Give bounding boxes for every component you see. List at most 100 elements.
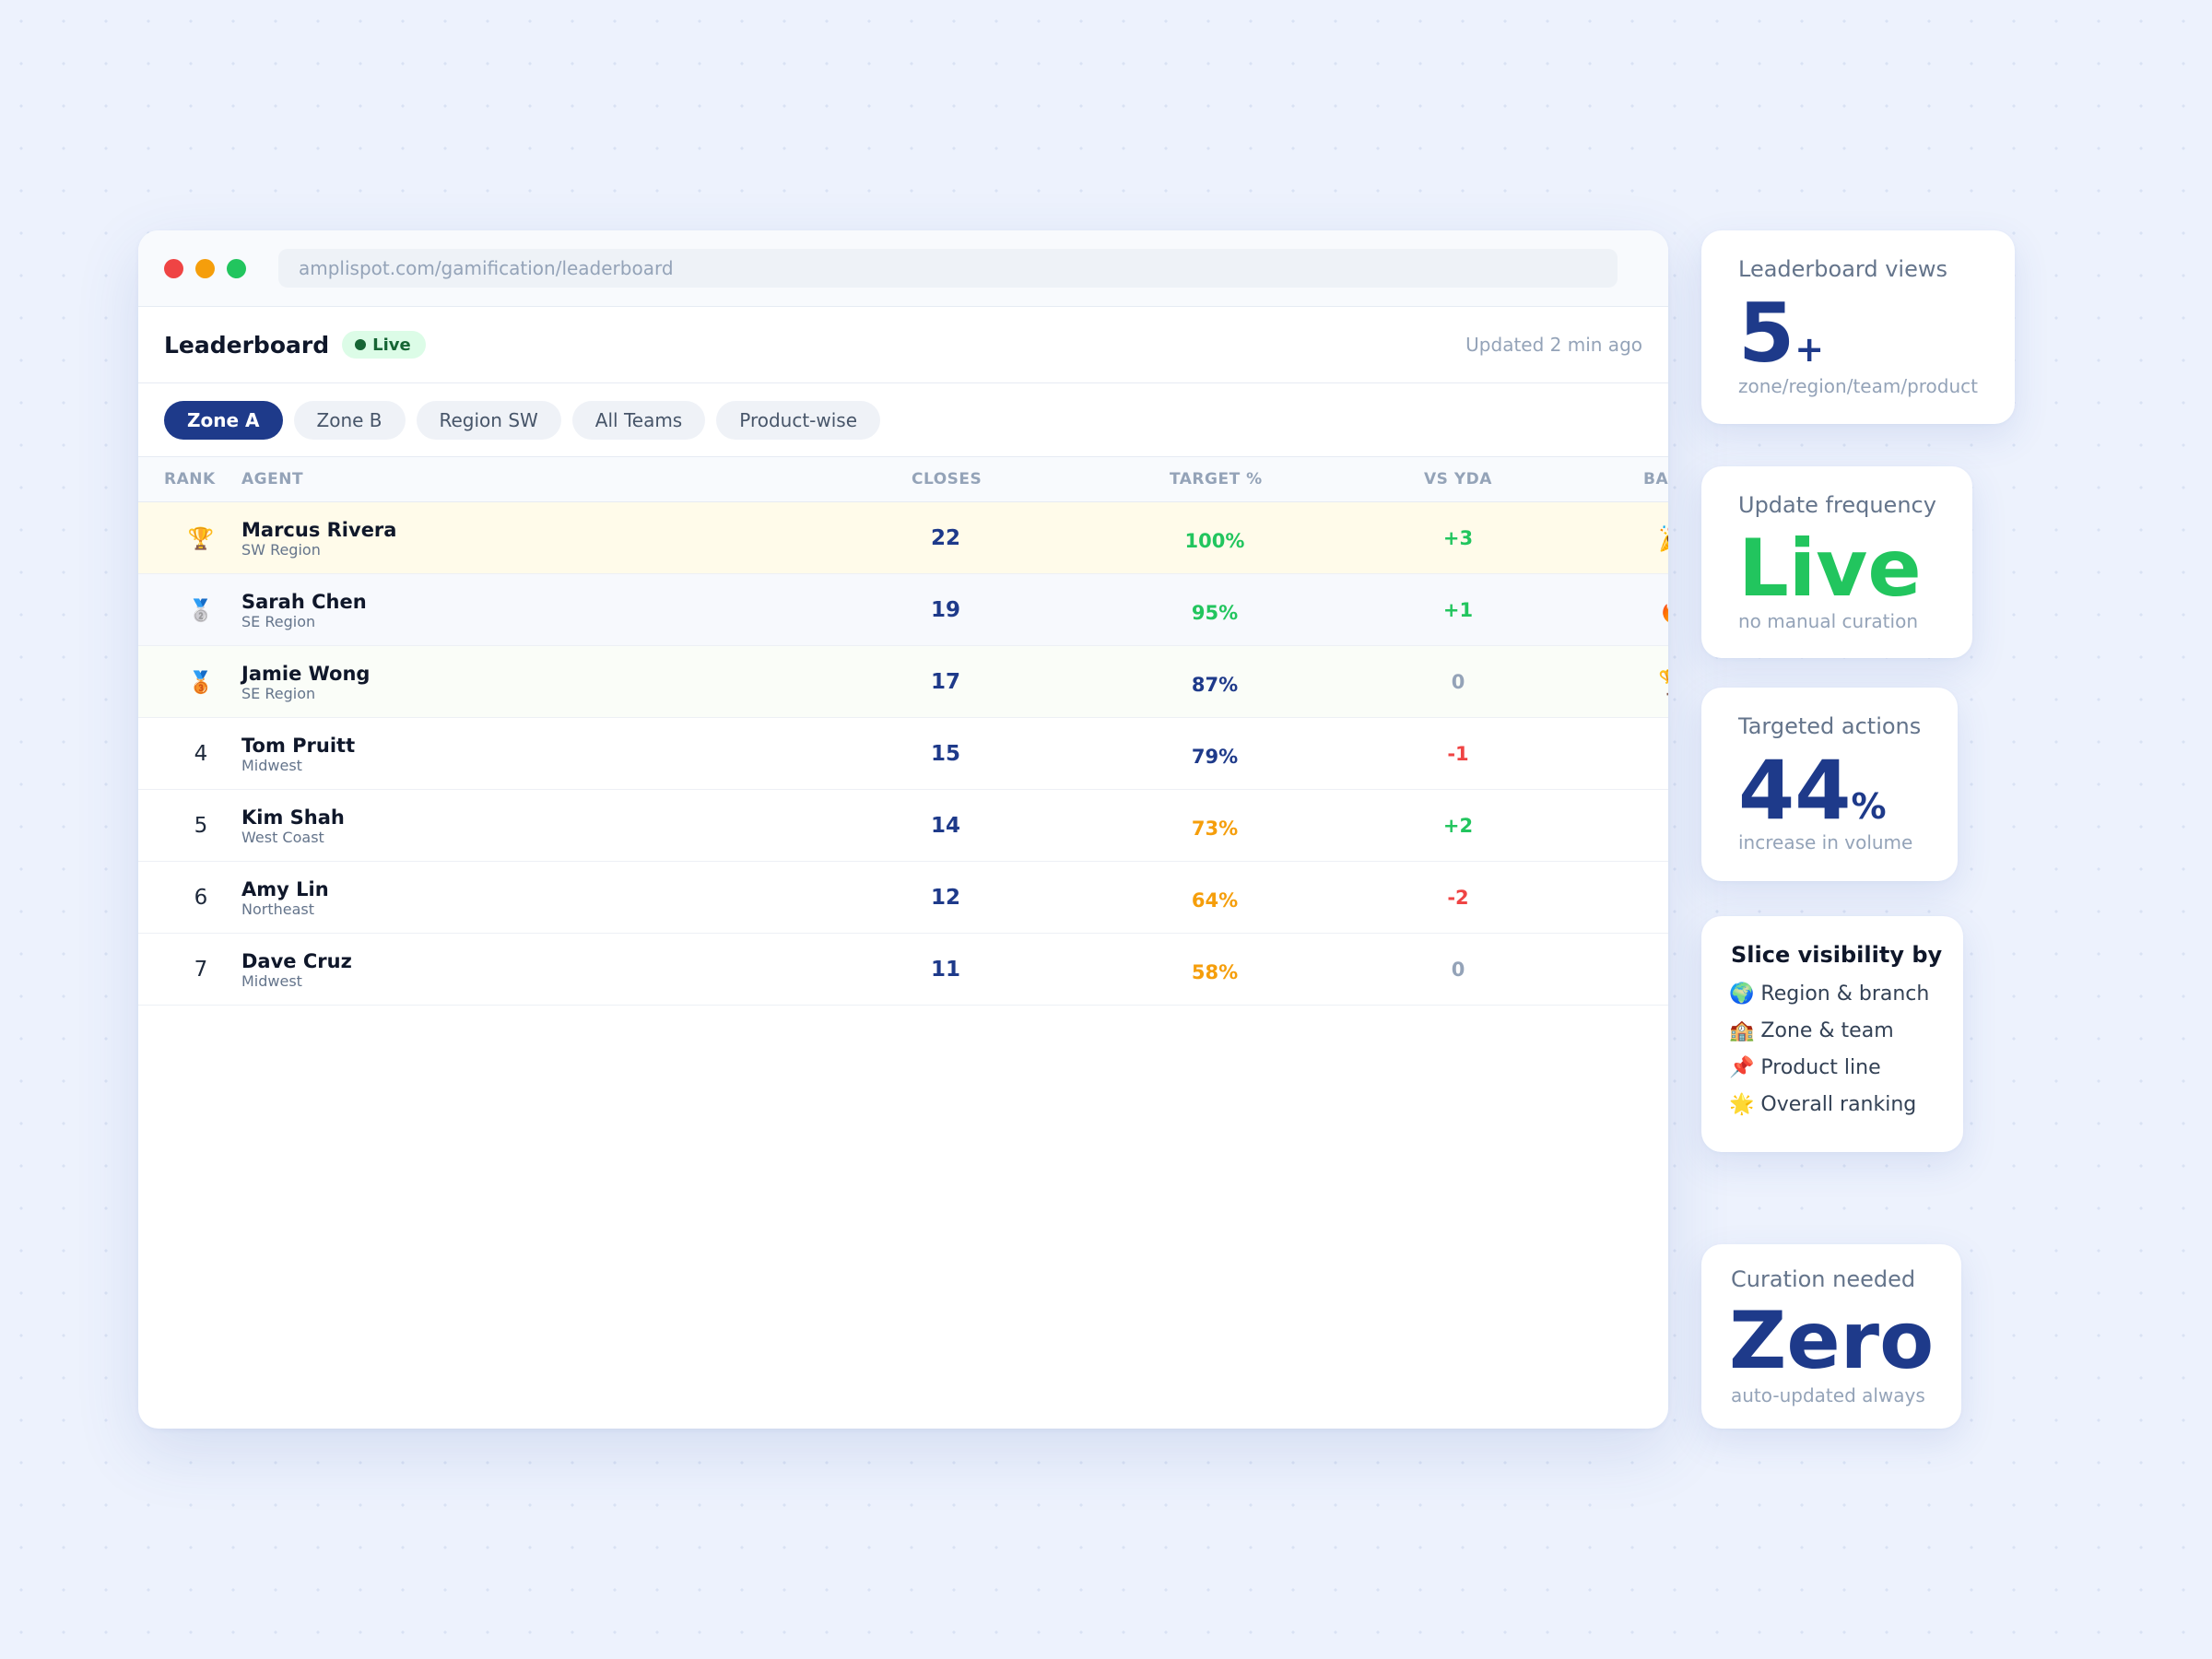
table-row[interactable]: 🥉 Jamie Wong SE Region 17 87% 0 🏆 [138,646,1668,718]
table-row[interactable]: 6 Amy Lin Northeast 12 64% -2 [138,862,1668,934]
vs-yda-value: -1 [1447,743,1469,765]
agent-region: SE Region [241,685,316,702]
column-header-closes[interactable]: CLOSES [912,470,982,488]
trophy-icon: 🏆 [1582,646,1668,718]
rank-number: 7 [194,958,208,982]
browser-chrome: amplispot.com/gamification/leaderboard [138,230,1668,307]
table-header: RANK AGENT CLOSES TARGET % VS YDA BADGE [138,457,1668,502]
column-header-agent[interactable]: AGENT [241,470,304,488]
agent-name: Sarah Chen [241,591,367,613]
rank-number: 6 [194,886,208,910]
updated-timestamp: Updated 2 min ago [1465,334,1642,356]
filter-chip-all-teams[interactable]: All Teams [571,400,706,440]
filter-chip-zone-a[interactable]: Zone A [164,400,283,440]
globe-icon: 🌍 [1729,982,1755,1006]
closes-value: 11 [930,958,960,982]
rank-number: 4 [194,742,208,766]
agent-region: Midwest [241,972,302,990]
table-row[interactable]: 🏆 Marcus Rivera SW Region 22 100% +3 🎉 [138,502,1668,574]
pushpin-icon: 📌 [1729,1056,1755,1079]
leaderboard-header: Leaderboard Live Updated 2 min ago [138,307,1668,383]
agent-region: SW Region [241,541,321,559]
target-value: 58% [1191,961,1239,983]
stat-card-slice-visibility: Slice visibility by 🌍 Region & branch 🏫 … [1701,916,1963,1152]
stat-value: Live [1738,523,1922,615]
agent-cell: Amy Lin Northeast [241,862,329,934]
column-header-rank[interactable]: RANK [164,470,216,488]
trophy-icon: 🏆 [187,526,215,551]
agent-region: Northeast [241,900,315,918]
column-header-vs-yda[interactable]: VS YDA [1424,470,1492,488]
table-row[interactable]: 🥈 Sarah Chen SE Region 19 95% +1 🔥 [138,574,1668,646]
table-row[interactable]: 5 Kim Shah West Coast 14 73% +2 [138,790,1668,862]
stat-sub: zone/region/team/product [1738,375,1978,397]
stat-sub: auto-updated always [1731,1384,1925,1406]
badge-cell [1582,934,1668,1006]
maximize-window-button[interactable] [227,258,246,278]
minimize-window-button[interactable] [195,258,215,278]
agent-name: Jamie Wong [241,663,371,685]
stat-suffix: + [1794,329,1825,370]
stat-label: Curation needed [1731,1266,1916,1292]
stat-sub: no manual curation [1738,610,1918,632]
target-value: 79% [1191,746,1239,768]
closes-value: 22 [930,526,960,550]
column-header-target[interactable]: TARGET % [1170,470,1263,488]
filter-chip-product-wise[interactable]: Product-wise [716,400,881,440]
badge-cell [1582,718,1668,790]
slice-item-region: 🌍 Region & branch [1729,982,1929,1006]
live-label: Live [372,335,411,355]
slice-item-label: Region & branch [1760,982,1930,1006]
target-value: 87% [1191,674,1239,696]
stat-number: 44 [1738,743,1852,838]
stat-label: Update frequency [1738,492,1936,518]
stat-label: Targeted actions [1738,713,1922,739]
target-value: 100% [1184,530,1245,552]
filter-bar: Zone A Zone B Region SW All Teams Produc… [138,383,1668,457]
vs-yda-value: +3 [1442,527,1474,549]
stat-card-curation-needed: Curation needed Zero auto-updated always [1701,1244,1961,1429]
stat-sub: increase in volume [1738,831,1913,853]
closes-value: 17 [930,670,960,694]
closes-value: 15 [930,742,960,766]
filter-chip-region-sw[interactable]: Region SW [416,400,561,440]
closes-value: 19 [930,598,960,622]
vs-yda-value: -2 [1447,887,1469,909]
bronze-medal-icon: 🥉 [187,670,215,695]
vs-yda-value: 0 [1451,959,1465,981]
address-bar[interactable]: amplispot.com/gamification/leaderboard [278,249,1618,288]
school-icon: 🏫 [1729,1019,1755,1042]
vs-yda-value: 0 [1451,671,1465,693]
target-value: 95% [1191,602,1239,624]
vs-yda-value: +1 [1442,599,1474,621]
agent-name: Kim Shah [241,806,345,829]
agent-name: Tom Pruitt [241,735,356,757]
agent-cell: Dave Cruz Midwest [241,934,352,1006]
stat-value: 44% [1738,745,1887,853]
slice-title: Slice visibility by [1731,942,1943,968]
badge-cell [1582,790,1668,862]
badge-cell [1582,862,1668,934]
filter-chip-zone-b[interactable]: Zone B [293,400,406,440]
stat-suffix: % [1851,786,1887,827]
agent-region: SE Region [241,613,316,630]
stat-card-targeted-actions: Targeted actions 44% increase in volume [1701,688,1958,881]
agent-region: West Coast [241,829,324,846]
agent-name: Amy Lin [241,878,329,900]
column-header-badge[interactable]: BADGE [1643,470,1668,488]
slice-item-label: Overall ranking [1760,1093,1917,1116]
target-value: 73% [1191,818,1239,840]
closes-value: 14 [930,814,960,838]
stat-value: Zero [1729,1295,1935,1387]
agent-cell: Marcus Rivera SW Region [241,502,396,574]
table-row[interactable]: 4 Tom Pruitt Midwest 15 79% -1 [138,718,1668,790]
stat-card-leaderboard-views: Leaderboard views 5+ zone/region/team/pr… [1701,230,2015,424]
fire-icon: 🔥 [1582,574,1668,646]
table-row[interactable]: 7 Dave Cruz Midwest 11 58% 0 [138,934,1668,1006]
stat-value: 5+ [1738,288,1824,395]
agent-name: Marcus Rivera [241,519,397,541]
slice-item-product: 📌 Product line [1729,1056,1881,1079]
stat-number: 5 [1738,286,1795,381]
target-value: 64% [1191,889,1239,912]
close-window-button[interactable] [164,258,183,278]
